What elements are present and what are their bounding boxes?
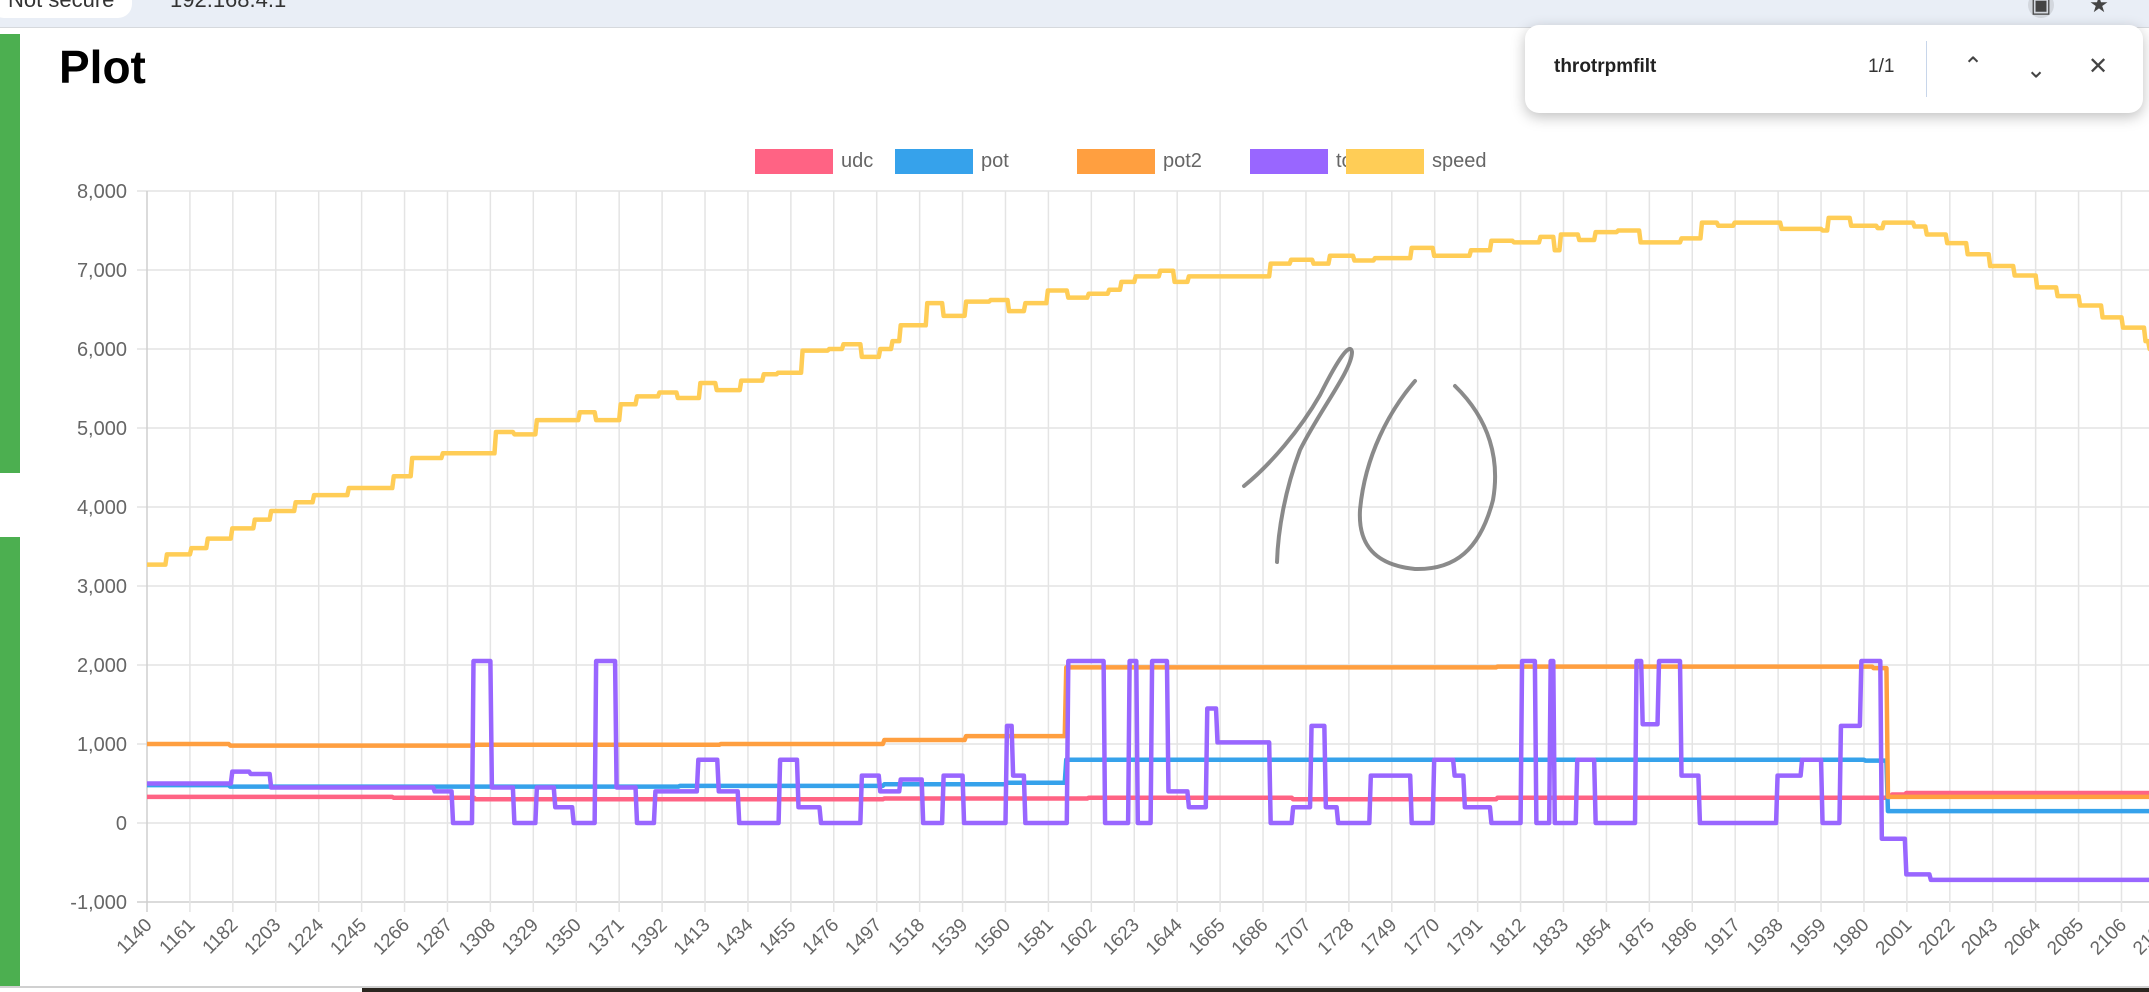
x-tick-label: 1476 bbox=[799, 915, 844, 960]
sidebar-accent-bar-lower bbox=[0, 537, 20, 987]
x-tick-label: 1686 bbox=[1228, 915, 1273, 960]
security-label: Not secure bbox=[8, 0, 114, 12]
x-tick-label: 1728 bbox=[1314, 915, 1359, 960]
x-tick-label: 1245 bbox=[326, 915, 371, 960]
x-tick-label: 1518 bbox=[884, 915, 929, 960]
x-tick-label: 1875 bbox=[1614, 915, 1659, 960]
x-tick-label: 1560 bbox=[970, 915, 1015, 960]
chart-series bbox=[147, 215, 2149, 883]
y-tick-label: 3,000 bbox=[77, 576, 127, 598]
find-input[interactable]: throtrpmfilt bbox=[1554, 56, 1657, 77]
legend-swatch bbox=[755, 148, 833, 174]
x-tick-label: 1980 bbox=[1829, 915, 1874, 960]
sidebar-accent-bar bbox=[0, 34, 20, 473]
close-icon[interactable]: ✕ bbox=[2087, 53, 2109, 80]
x-tick-label: 1959 bbox=[1786, 915, 1831, 960]
y-axis-labels: 8,000 7,000 6,000 5,000 4,000 3,000 2,000 1,000… bbox=[70, 181, 127, 914]
page-bottom-border bbox=[0, 986, 2149, 988]
legend-item-speed[interactable]: speed bbox=[1346, 148, 1487, 174]
x-tick-label: 1413 bbox=[670, 915, 715, 960]
y-tick-label: 7,000 bbox=[77, 260, 127, 282]
x-tick-label: 2064 bbox=[2000, 914, 2045, 959]
y-tick-label: -1,000 bbox=[70, 892, 127, 914]
legend-item-pot2[interactable]: pot2 bbox=[1077, 148, 1202, 174]
taskbar-edge bbox=[362, 988, 2149, 992]
legend-item-pot[interactable]: pot bbox=[895, 148, 1009, 174]
legend-label: pot bbox=[981, 149, 1009, 172]
y-tick-label: 2,000 bbox=[77, 655, 127, 677]
page-action-icon[interactable]: ▣ bbox=[2028, 0, 2054, 18]
address-bar[interactable]: 192.168.4.1 bbox=[170, 0, 286, 14]
legend-swatch bbox=[1346, 148, 1424, 174]
legend-swatch bbox=[1077, 148, 1155, 174]
x-tick-label: 2022 bbox=[1915, 915, 1960, 960]
x-tick-label: 1707 bbox=[1271, 915, 1316, 960]
x-tick-label: 1350 bbox=[541, 915, 586, 960]
x-tick-label: 1161 bbox=[156, 915, 200, 959]
chart-grid bbox=[137, 190, 2149, 912]
x-axis-labels: 1140 1161 11821203122412451266128713081329… bbox=[113, 914, 2149, 959]
x-tick-label: 1140 bbox=[113, 915, 157, 959]
x-tick-label: 2106 bbox=[2086, 915, 2131, 960]
y-tick-label: 5,000 bbox=[77, 418, 127, 440]
x-tick-label: 1308 bbox=[455, 915, 500, 960]
x-tick-label: 1791 bbox=[1442, 915, 1487, 960]
x-tick-label: 1224 bbox=[283, 914, 328, 959]
legend-label: speed bbox=[1432, 149, 1487, 172]
handwriting-stroke-one bbox=[1242, 347, 1355, 564]
series-line-torque bbox=[147, 658, 2149, 883]
legend-label: udc bbox=[841, 149, 874, 172]
legend-swatch bbox=[895, 148, 973, 174]
x-tick-label: 1938 bbox=[1743, 915, 1788, 960]
y-tick-label: 1,000 bbox=[77, 734, 127, 756]
y-tick-label: 8,000 bbox=[77, 181, 127, 203]
x-tick-label: 1770 bbox=[1400, 915, 1445, 960]
x-tick-label: 1266 bbox=[369, 915, 414, 960]
handwriting-stroke-zero bbox=[1357, 379, 1498, 572]
x-tick-label: 1434 bbox=[713, 914, 758, 959]
x-tick-label: 2127 bbox=[2129, 915, 2149, 960]
y-tick-label: 4,000 bbox=[77, 497, 127, 519]
x-tick-label: 1203 bbox=[241, 915, 286, 960]
x-tick-label: 1539 bbox=[927, 915, 972, 960]
divider bbox=[1926, 41, 1927, 97]
chevron-up-icon[interactable]: ⌃ bbox=[1962, 53, 1984, 80]
x-tick-label: 1182 bbox=[199, 915, 243, 959]
security-indicator[interactable]: Not secure bbox=[0, 0, 133, 18]
x-tick-label: 1287 bbox=[412, 915, 457, 960]
x-tick-label: 1665 bbox=[1185, 915, 1230, 960]
handwritten-annotation bbox=[1242, 347, 1498, 572]
x-tick-label: 1371 bbox=[584, 915, 629, 960]
x-tick-label: 1854 bbox=[1571, 914, 1616, 959]
x-tick-label: 1392 bbox=[627, 915, 672, 960]
x-tick-label: 1644 bbox=[1142, 914, 1187, 959]
x-tick-label: 1749 bbox=[1357, 915, 1402, 960]
find-match-count: 1/1 bbox=[1868, 56, 1895, 77]
x-tick-label: 1896 bbox=[1657, 915, 1702, 960]
bookmark-star-icon[interactable]: ★ bbox=[2089, 0, 2109, 17]
x-tick-label: 1917 bbox=[1700, 915, 1745, 960]
y-tick-label: 6,000 bbox=[77, 339, 127, 361]
legend-label: pot2 bbox=[1163, 149, 1202, 172]
x-tick-label: 1329 bbox=[498, 915, 543, 960]
x-tick-label: 2043 bbox=[1958, 915, 2003, 960]
page-title: Plot bbox=[59, 41, 146, 93]
x-tick-label: 1581 bbox=[1013, 915, 1058, 960]
x-tick-label: 1602 bbox=[1056, 915, 1101, 960]
series-line-speed bbox=[147, 215, 2149, 567]
find-in-page-bar: throtrpmfilt 1/1 ⌃ ⌃ ✕ bbox=[1525, 25, 2143, 113]
legend-swatch bbox=[1250, 148, 1328, 174]
y-tick-label: 0 bbox=[116, 813, 127, 835]
x-tick-label: 1833 bbox=[1528, 915, 1573, 960]
legend-item-udc[interactable]: udc bbox=[755, 148, 873, 174]
chevron-down-icon[interactable]: ⌃ bbox=[2025, 54, 2047, 81]
x-tick-label: 1455 bbox=[756, 915, 801, 960]
browser-toolbar: Not secure 192.168.4.1 ▣ ★ bbox=[0, 0, 2149, 28]
x-tick-label: 2085 bbox=[2043, 915, 2088, 960]
x-tick-label: 2001 bbox=[1872, 915, 1917, 960]
x-tick-label: 1497 bbox=[841, 915, 886, 960]
x-tick-label: 1812 bbox=[1485, 915, 1530, 960]
x-tick-label: 1623 bbox=[1099, 915, 1144, 960]
